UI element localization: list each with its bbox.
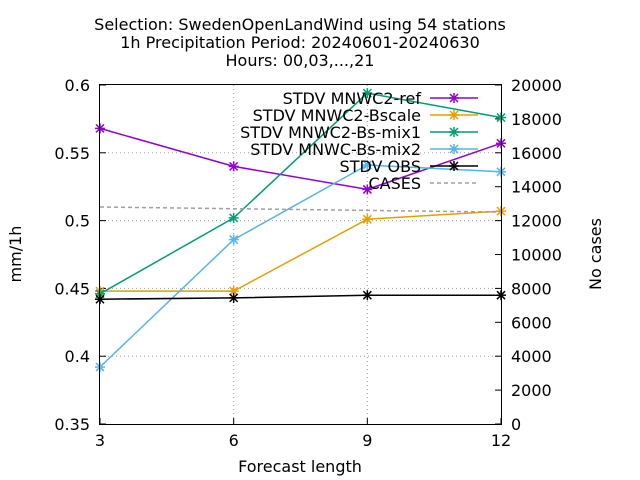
- y2-tick-label: 16000: [511, 144, 562, 163]
- plot-frame: [99, 84, 502, 425]
- legend-item: STDV OBS: [340, 157, 478, 176]
- y2-tick-label: 12000: [511, 212, 562, 231]
- legend-label: STDV OBS: [340, 157, 421, 176]
- series: [95, 88, 506, 373]
- data-point: [362, 290, 373, 301]
- legend-label: STDV MNWC-Bs-mix2: [250, 140, 421, 159]
- y2-tick-label: 14000: [511, 178, 562, 197]
- legend-marker: [449, 110, 459, 120]
- y2-tick-label: 4000: [511, 347, 552, 366]
- title-line-2: 1h Precipitation Period: 20240601-202406…: [120, 33, 480, 52]
- series-line: [99, 206, 502, 213]
- y2-axis-label: No cases: [586, 218, 605, 290]
- y2-tick-label: 2000: [511, 381, 552, 400]
- data-point: [228, 234, 239, 245]
- x-tick-label: 3: [95, 431, 105, 450]
- series-line: [99, 294, 501, 300]
- x-tick-label: 12: [491, 431, 511, 450]
- legend-item: STDV MNWC2-Bs-mix1: [240, 123, 478, 142]
- y2-axis-ticks: 0 2000 4000 6000 8000 10000 12000 14000 16000 180…: [495, 76, 562, 434]
- data-point: [362, 184, 373, 195]
- series-5: [99, 206, 502, 213]
- series-1: [95, 206, 506, 297]
- legend-label: STDV MNWC2-Bscale: [253, 106, 421, 125]
- title-line-3: Hours: 00,03,...,21: [226, 51, 375, 70]
- title-line-1: Selection: SwedenOpenLandWind using 54 s…: [94, 15, 506, 34]
- legend-marker: [449, 127, 459, 137]
- series-line: [99, 164, 502, 368]
- data-point: [362, 160, 373, 171]
- y2-tick-label: 8000: [511, 279, 552, 298]
- legend-label: STDV MNWC2-ref: [283, 89, 422, 108]
- y2-tick-label: 0: [511, 415, 521, 434]
- y-tick-label: 0.55: [54, 144, 90, 163]
- data-point: [228, 161, 239, 172]
- grid: [100, 85, 501, 424]
- y-tick-label: 0.45: [54, 279, 90, 298]
- series-4: [95, 290, 506, 305]
- data-point: [362, 88, 373, 99]
- y2-tick-label: 10000: [511, 246, 562, 265]
- y-axis-ticks: 0.35 0.4 0.45 0.5 0.55 0.6: [54, 76, 106, 434]
- data-point: [362, 214, 373, 225]
- legend-marker: [449, 144, 459, 154]
- y-tick-label: 0.4: [65, 347, 90, 366]
- x-axis-label: Forecast length: [238, 457, 362, 476]
- y2-tick-label: 18000: [511, 110, 562, 129]
- y-tick-label: 0.35: [54, 415, 90, 434]
- series-line: [99, 92, 502, 295]
- y-tick-label: 0.6: [65, 76, 90, 95]
- y-tick-label: 0.5: [65, 212, 90, 231]
- legend-item: STDV MNWC2-Bscale: [253, 106, 478, 125]
- y2-tick-label: 6000: [511, 313, 552, 332]
- legend-item: STDV MNWC-Bs-mix2: [250, 140, 478, 159]
- x-tick-label: 9: [362, 431, 372, 450]
- data-point: [228, 292, 239, 303]
- legend-item: CASES: [368, 174, 478, 193]
- legend-marker: [449, 161, 459, 171]
- y-axis-label: mm/1h: [6, 226, 25, 283]
- x-tick-label: 6: [229, 431, 239, 450]
- chart-title: Selection: SwedenOpenLandWind using 54 s…: [94, 15, 506, 70]
- x-axis-ticks: 3 6 9 12: [95, 418, 511, 450]
- legend-marker: [449, 93, 459, 103]
- legend-label: STDV MNWC2-Bs-mix1: [240, 123, 421, 142]
- data-point: [228, 212, 239, 223]
- legend-item: STDV MNWC2-ref: [283, 89, 478, 108]
- legend-label: CASES: [368, 174, 421, 193]
- y2-tick-label: 20000: [511, 76, 562, 95]
- series-line: [100, 210, 502, 292]
- series-3: [95, 160, 506, 373]
